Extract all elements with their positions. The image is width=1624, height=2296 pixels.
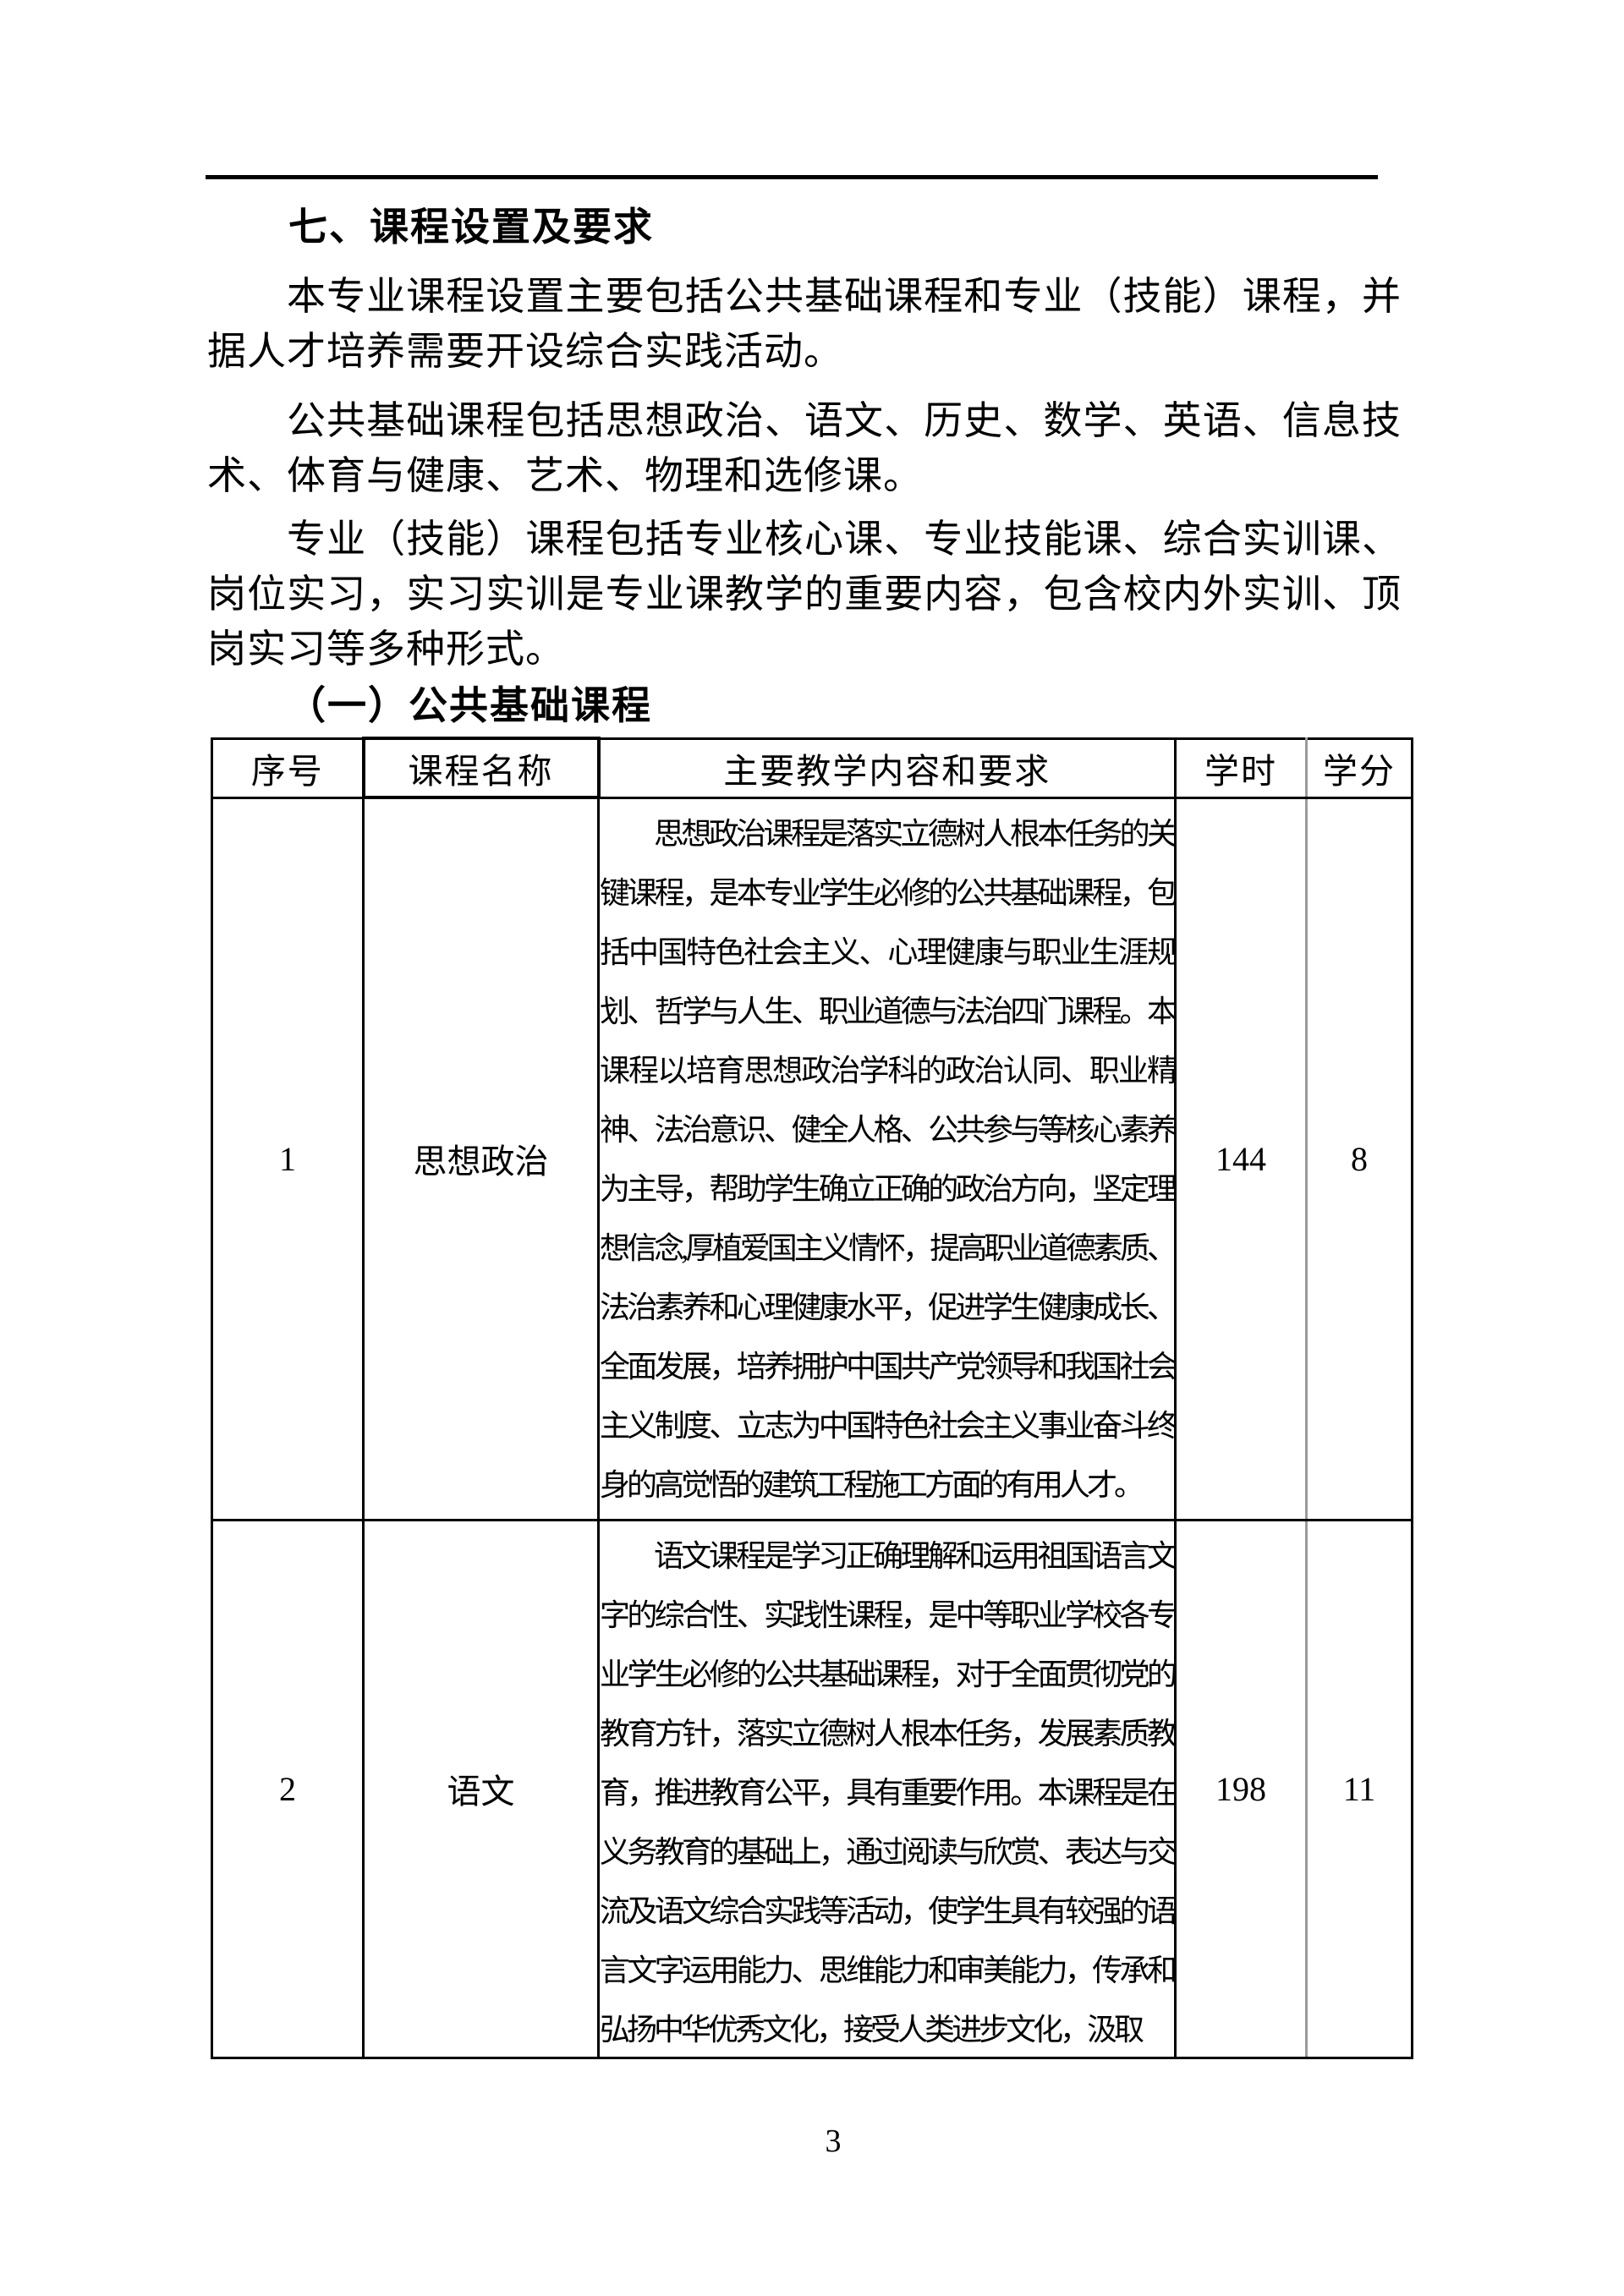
paragraph-public-basic-courses: 公共基础课程包括思想政治、语文、历史、数学、英语、信息技术、体育与健康、艺术、物… xyxy=(207,399,1402,497)
cell-course-name: 语文 xyxy=(362,1518,600,2059)
header-cell-content: 主要教学内容和要求 xyxy=(597,737,1177,799)
cell-hours: 198 xyxy=(1174,1518,1308,2059)
cell-course-name: 思想政治 xyxy=(362,796,600,1521)
course-description: 语文课程是学习正确理解和运用祖国语言文字的综合性、实践性课程，是中等职业学校各专… xyxy=(600,1538,1174,2047)
table-row: 1 思想政治 思想政治课程是落实立德树人根本任务的关键课程，是本专业学生必修的公… xyxy=(211,796,1413,1521)
cell-credits: 11 xyxy=(1305,1518,1413,2059)
table-row: 2 语文 语文课程是学习正确理解和运用祖国语言文字的综合性、实践性课程，是中等职… xyxy=(211,1518,1413,2059)
paragraph-professional-courses: 专业（技能）课程包括专业核心课、专业技能课、综合实训课、岗位实习，实习实训是专业… xyxy=(207,518,1402,671)
section-heading: 七、课程设置及要求 xyxy=(288,205,654,249)
cell-content: 思想政治课程是落实立德树人根本任务的关键课程，是本专业学生必修的公共基础课程，包… xyxy=(597,796,1177,1521)
page-number: 3 xyxy=(825,2123,842,2159)
header-rule xyxy=(206,175,1378,179)
course-description: 思想政治课程是落实立德树人根本任务的关键课程，是本专业学生必修的公共基础课程，包… xyxy=(600,816,1174,1502)
paragraph-course-overview: 本专业课程设置主要包括公共基础课程和专业（技能）课程，并据人才培养需要开设综合实… xyxy=(207,275,1402,373)
header-cell-no: 序号 xyxy=(211,737,365,799)
cell-no: 2 xyxy=(211,1518,365,2059)
header-cell-course-name: 课程名称 xyxy=(361,737,601,799)
cell-hours: 144 xyxy=(1174,796,1308,1521)
table-header-row: 序号 课程名称 主要教学内容和要求 学时 学分 xyxy=(211,737,1413,799)
course-table: 序号 课程名称 主要教学内容和要求 学时 学分 1 思想政治 思想政治课程是落实… xyxy=(211,737,1413,2059)
header-cell-hours: 学时 xyxy=(1174,737,1308,799)
cell-credits: 8 xyxy=(1305,796,1413,1521)
header-cell-credits: 学分 xyxy=(1305,737,1413,799)
cell-content: 语文课程是学习正确理解和运用祖国语言文字的综合性、实践性课程，是中等职业学校各专… xyxy=(597,1518,1177,2059)
cell-no: 1 xyxy=(211,796,365,1521)
sub-heading-public-basic-courses: （一）公共基础课程 xyxy=(287,684,652,727)
